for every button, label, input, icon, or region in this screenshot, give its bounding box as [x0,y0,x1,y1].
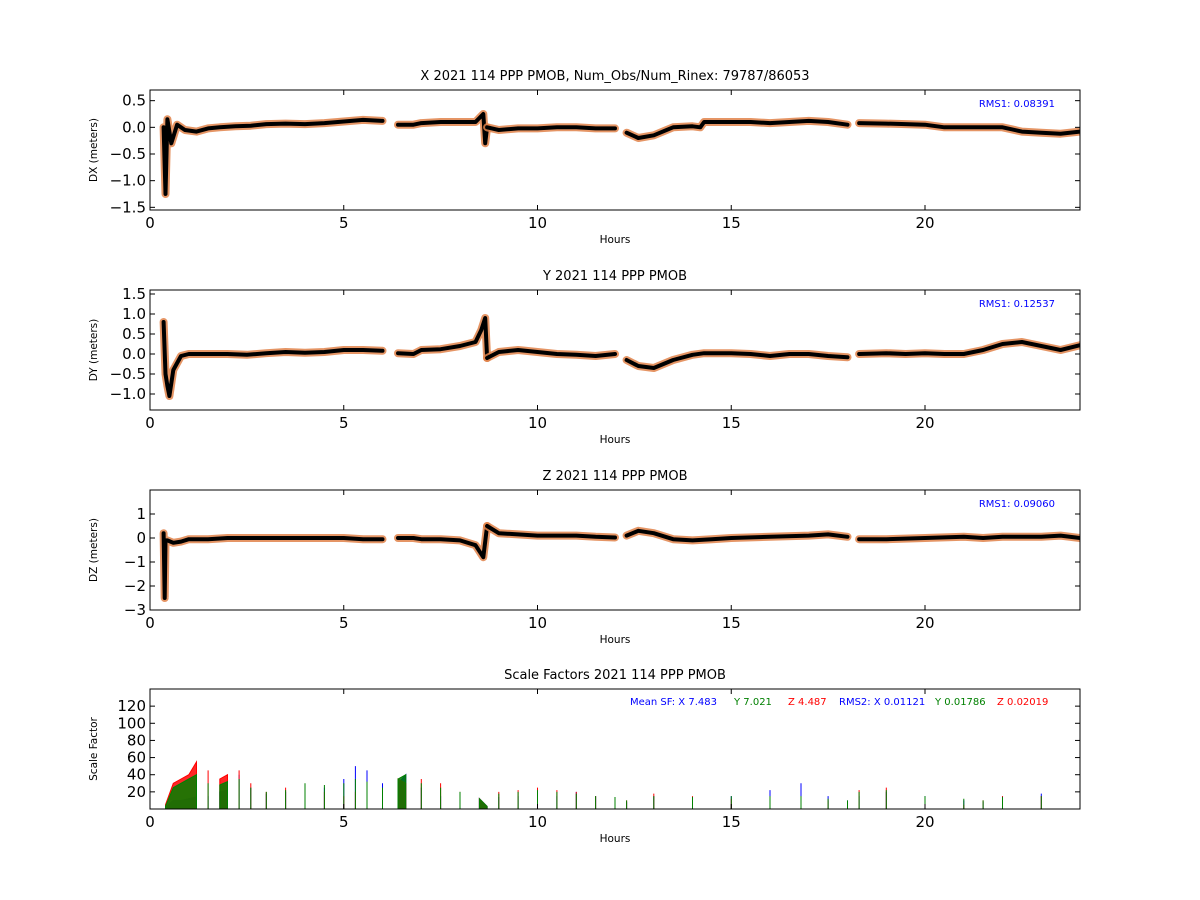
y-tick-label: −2 [124,577,146,595]
x-tick-label: 5 [339,214,349,232]
y-tick-label: 20 [127,783,146,801]
y-tick-label: 80 [127,731,146,749]
data-segment [624,351,850,370]
x-tick-label: 15 [722,414,741,432]
y-tick-label: 60 [127,749,146,767]
panel-title: Z 2021 114 PPP PMOB [542,469,687,484]
data-area [165,760,1080,809]
y-tick-label: −3 [124,601,146,619]
y-tick-label: 0.0 [122,345,146,363]
y-tick-label: 0 [136,529,146,547]
data-segment [624,118,850,140]
panel-1: 0 5 10 15 20 −1.5 −1.0 −0.5 0.0 0.5 X 2021 114 PPP… [88,69,1081,246]
rms-annotation: RMS1: 0.08391 [979,99,1055,110]
x-tick-label: 10 [528,414,547,432]
y-tick-label: 120 [117,697,146,715]
sigma-band-segment [159,318,387,400]
x-axis-label: Hours [600,833,631,845]
panel-2: 0 5 10 15 20 −1.0 −0.5 0.0 0.5 1.0 1.5 Y 2021 114 P… [88,269,1081,446]
y-tick-label: 1.5 [122,285,146,303]
scale-factor-series-sfx [165,766,1080,809]
sf-annotation-item: Mean SF: X 7.483 [630,697,717,708]
data-area [159,522,1080,602]
sigma-band-segment [159,529,387,602]
data-segment [857,121,1080,136]
scale-factor-series-sfz [165,760,1080,809]
scale-factor-series-sfy [165,773,1080,809]
plot-frame [149,89,1081,211]
x-tick-label: 5 [339,813,349,831]
rms-annotation: RMS1: 0.12537 [979,299,1055,310]
y-tick-label: −0.5 [110,145,146,163]
y-tick-label: −0.5 [110,365,146,383]
data-segment [161,531,385,600]
data-segment [396,524,490,560]
x-tick-label: 0 [145,614,155,632]
x-tick-label: 5 [339,414,349,432]
x-tick-label: 20 [915,813,934,831]
sf-annotation-item: Z 4.487 [788,697,827,708]
y-tick-label: 100 [117,714,146,732]
x-axis-label: Hours [600,234,631,246]
y-tick-label: 1 [136,505,146,523]
sigma-band-segment [394,522,492,562]
y-tick-label: −1.5 [110,198,146,216]
data-segment [485,524,617,540]
y-tick-label: 0.5 [122,325,146,343]
rms-annotation: RMS1: 0.09060 [979,499,1055,510]
y-axis-label: DX (meters) [88,118,100,182]
x-tick-label: 5 [339,614,349,632]
plot-frame [149,688,1081,810]
x-tick-label: 0 [145,414,155,432]
y-tick-label: 1.0 [122,305,146,323]
y-axis-label: DZ (meters) [88,518,100,582]
x-tick-label: 15 [722,614,741,632]
panel-3: 0 5 10 15 20 −3 −2 −1 0 1 Z 2021 114 PPP PMOB Hours… [88,469,1081,646]
y-tick-label: 0.5 [122,92,146,110]
panel-title: X 2021 114 PPP PMOB, Num_Obs/Num_Rinex: … [420,69,809,84]
data-segment [396,112,490,146]
data-segment [857,533,1080,542]
x-tick-label: 20 [915,614,934,632]
x-tick-label: 10 [528,214,547,232]
sf-annotation-item: Z 0.02019 [997,697,1048,708]
y-tick-label: 0.0 [122,118,146,136]
x-tick-label: 20 [915,214,934,232]
sf-annotation-item: RMS2: X 0.01121 [839,697,925,708]
plot-frame [149,489,1081,611]
x-tick-label: 10 [528,614,547,632]
x-tick-label: 20 [915,414,934,432]
x-axis-label: Hours [600,634,631,646]
data-area [159,110,1080,198]
data-segment [624,528,850,543]
data-segment [485,125,617,132]
sf-annotation-item: Y 7.021 [733,697,772,708]
y-axis-label: DY (meters) [88,319,100,382]
panel-title: Y 2021 114 PPP PMOB [542,269,687,284]
plot-frame [149,289,1081,411]
y-tick-label: −1.0 [110,172,146,190]
y-tick-label: 40 [127,766,146,784]
x-tick-label: 15 [722,214,741,232]
sigma-band-segment [394,110,492,148]
data-segment [161,117,385,196]
y-tick-label: −1 [124,553,146,571]
x-tick-label: 10 [528,813,547,831]
x-tick-label: 0 [145,813,155,831]
sf-annotation-item: Y 0.01786 [934,697,986,708]
data-area [159,314,1080,400]
x-axis-label: Hours [600,434,631,446]
data-segment [485,348,617,360]
panel-title: Scale Factors 2021 114 PPP PMOB [504,668,726,683]
y-axis-label: Scale Factor [88,716,100,780]
y-tick-label: −1.0 [110,385,146,403]
data-segment [857,340,1080,356]
x-tick-label: 15 [722,813,741,831]
data-segment [396,316,490,360]
x-tick-label: 0 [145,214,155,232]
data-segment [161,320,385,398]
